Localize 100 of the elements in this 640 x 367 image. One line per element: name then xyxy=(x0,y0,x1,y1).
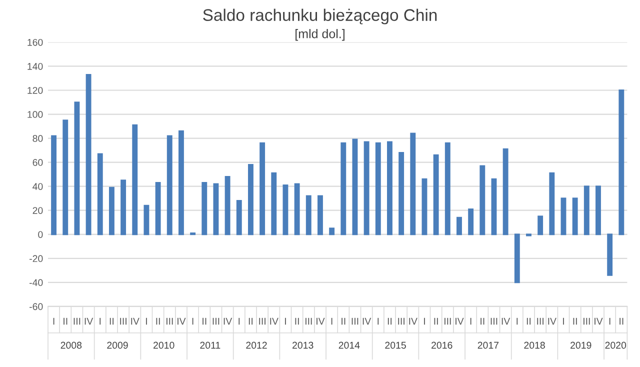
x-tick-label: I xyxy=(192,318,194,325)
text: 2020 xyxy=(605,342,626,349)
x-tick-label: II xyxy=(388,318,392,325)
bar xyxy=(596,186,601,236)
x-tick-label: II xyxy=(573,318,577,325)
bar xyxy=(329,228,335,236)
y-tick-label: -20 xyxy=(30,255,43,262)
bar xyxy=(282,184,288,236)
x-tick-label: III xyxy=(212,318,220,325)
bar xyxy=(155,182,161,236)
y-tick-label: 140 xyxy=(28,62,43,70)
x-tick-label: I xyxy=(516,318,518,325)
text: 2016 xyxy=(432,342,452,349)
y-tick-label: 160 xyxy=(28,38,43,46)
x-tick-label: III xyxy=(166,318,173,325)
x-tick-label: IV xyxy=(594,318,603,325)
bar xyxy=(375,142,381,236)
x-tick-label: II xyxy=(110,318,114,325)
bar xyxy=(306,195,312,236)
bar xyxy=(318,195,323,236)
x-tick-label: III xyxy=(584,318,590,325)
x-tick-label: IV xyxy=(84,318,94,325)
x-tick-label: III xyxy=(120,318,126,325)
x-tick-label: IV xyxy=(316,318,325,325)
bar xyxy=(560,198,566,236)
x-tick-label: I xyxy=(146,318,147,325)
bar xyxy=(340,142,346,236)
bar xyxy=(572,198,578,236)
bar xyxy=(248,164,254,236)
text: 2018 xyxy=(524,342,545,349)
x-tick-label: II xyxy=(156,318,160,325)
text: 2013 xyxy=(292,342,314,349)
bar xyxy=(398,152,404,236)
x-tick-label: I xyxy=(285,318,286,325)
x-tick-label: IV xyxy=(456,318,464,325)
bar xyxy=(584,186,590,236)
bar xyxy=(132,124,138,236)
y-tick-label: 20 xyxy=(32,207,43,214)
text: 2010 xyxy=(154,342,174,349)
bar xyxy=(260,142,266,236)
x-tick-label: I xyxy=(609,318,610,325)
bar xyxy=(202,182,208,236)
bar xyxy=(62,120,68,236)
bar xyxy=(108,186,114,236)
x-tick-label: IV xyxy=(362,318,372,325)
chart-title: Saldo rachunku bieżącego Chin xyxy=(203,8,437,24)
bar xyxy=(364,141,370,236)
text: 2011 xyxy=(200,342,220,349)
bar xyxy=(444,142,450,236)
bar xyxy=(236,200,242,236)
x-tick-label: I xyxy=(331,318,332,325)
text: 2019 xyxy=(570,342,592,349)
text: 2009 xyxy=(107,342,128,349)
x-tick-label: II xyxy=(526,318,531,325)
bar xyxy=(224,176,230,236)
x-tick-label: I xyxy=(424,318,425,325)
bar xyxy=(456,216,462,236)
bar xyxy=(74,102,80,236)
y-tick-label: 60 xyxy=(32,159,43,166)
bar xyxy=(538,216,544,236)
x-tick-label: I xyxy=(378,318,379,325)
x-tick-label: III xyxy=(444,318,451,325)
bar xyxy=(213,183,219,236)
bar xyxy=(491,178,497,236)
x-tick-label: III xyxy=(74,318,80,325)
bar xyxy=(410,132,416,236)
text: 2014 xyxy=(338,342,360,349)
x-tick-label: III xyxy=(259,318,266,325)
x-tick-label: III xyxy=(352,318,358,325)
x-tick-label: I xyxy=(563,318,564,325)
bar xyxy=(549,172,555,236)
bar xyxy=(514,234,520,284)
bar xyxy=(352,138,358,236)
x-tick-label: II xyxy=(295,318,299,325)
x-tick-label: III xyxy=(305,318,312,325)
bar xyxy=(618,90,624,236)
bar xyxy=(271,172,277,236)
bar xyxy=(97,153,103,236)
x-tick-label: I xyxy=(238,318,240,325)
bar xyxy=(178,130,184,236)
y-tick-label: 100 xyxy=(28,111,43,118)
bar xyxy=(422,178,428,236)
x-tick-label: I xyxy=(470,318,472,325)
y-tick-label: -40 xyxy=(30,279,43,286)
bar xyxy=(166,135,172,236)
x-tick-label: III xyxy=(537,318,544,325)
text: 2017 xyxy=(478,342,499,349)
y-tick-label: -60 xyxy=(30,303,43,310)
y-tick-label: 80 xyxy=(32,135,43,142)
chart-subtitle: [mld dol.] xyxy=(296,29,344,41)
x-tick-label: II xyxy=(342,318,346,325)
bar xyxy=(468,208,474,236)
x-tick-label: II xyxy=(202,318,206,325)
x-tick-label: IV xyxy=(270,318,278,325)
bar xyxy=(294,183,300,236)
x-tick-label: IV xyxy=(178,318,186,325)
x-tick-label: I xyxy=(100,318,101,325)
x-tick-label: IV xyxy=(409,318,418,325)
y-tick-label: 120 xyxy=(28,86,43,94)
bar xyxy=(607,234,613,276)
